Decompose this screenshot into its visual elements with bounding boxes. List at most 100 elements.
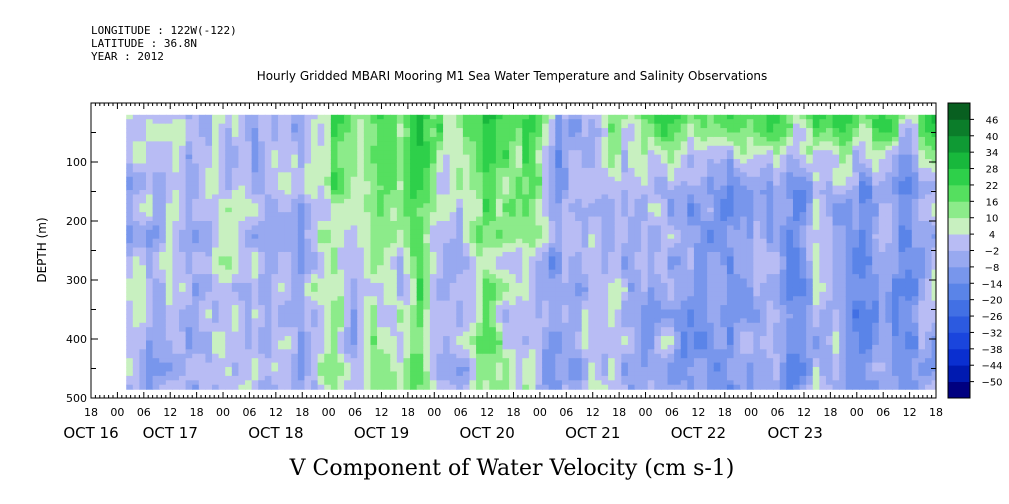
heatmap-cell [258, 207, 266, 213]
heatmap-cell [278, 300, 286, 306]
heatmap-cell [291, 384, 299, 390]
heatmap-cell [443, 380, 451, 386]
heatmap-cell [172, 181, 180, 187]
heatmap-cell [614, 172, 622, 178]
heatmap-cell [165, 159, 174, 165]
heatmap-cell [245, 331, 253, 337]
heatmap-cell [146, 322, 154, 328]
heatmap-cell [370, 185, 378, 191]
heatmap-cell [423, 269, 431, 275]
heatmap-cell [396, 190, 405, 196]
heatmap-cell [185, 154, 193, 160]
heatmap-cell [594, 150, 603, 156]
heatmap-cell [568, 309, 576, 315]
heatmap-cell [139, 265, 147, 271]
heatmap-cell [377, 327, 385, 333]
heatmap-cell [575, 238, 583, 244]
heatmap-cell [185, 132, 193, 138]
heatmap-cell [476, 212, 484, 218]
heatmap-cell [284, 141, 292, 147]
heatmap-cell [502, 207, 510, 213]
heatmap-cell [139, 344, 147, 350]
heatmap-cell [443, 336, 451, 342]
heatmap-cell [383, 265, 391, 271]
heatmap-cell [297, 203, 306, 209]
heatmap-cell [608, 384, 616, 390]
heatmap-cell [522, 225, 530, 231]
heatmap-cell [357, 243, 365, 249]
heatmap-cell [357, 278, 365, 284]
heatmap-cell [410, 221, 418, 227]
heatmap-cell [251, 327, 259, 333]
heatmap-cell [245, 167, 253, 173]
heatmap-cell [489, 287, 497, 293]
heatmap-cell [482, 163, 490, 169]
heatmap-cell [515, 305, 523, 311]
heatmap-cell [456, 344, 464, 350]
heatmap-cell [410, 349, 418, 355]
heatmap-cell [146, 309, 154, 315]
heatmap-cell [304, 154, 312, 160]
heatmap-cell [304, 371, 312, 377]
heatmap-cell [456, 181, 464, 187]
heatmap-cell [350, 349, 358, 355]
heatmap-cell [278, 159, 286, 165]
heatmap-cell [198, 274, 207, 280]
heatmap-cell [225, 225, 233, 231]
heatmap-cell [172, 384, 180, 390]
heatmap-cell [542, 313, 550, 319]
heatmap-cell [594, 132, 603, 138]
heatmap-cell [462, 375, 471, 381]
heatmap-cell [495, 318, 504, 324]
heatmap-cell [317, 362, 325, 368]
heatmap-cell [225, 269, 233, 275]
heatmap-cell [495, 141, 504, 147]
heatmap-cell [344, 247, 352, 253]
heatmap-cell [410, 309, 418, 315]
heatmap-cell [542, 172, 550, 178]
heatmap-cell [575, 269, 583, 275]
heatmap-cell [542, 282, 550, 288]
heatmap-cell [238, 172, 246, 178]
heatmap-cell [291, 358, 299, 364]
heatmap-cell [542, 331, 550, 337]
heatmap-cell [383, 225, 391, 231]
heatmap-cell [304, 375, 312, 381]
heatmap-cell [311, 331, 319, 337]
heatmap-cell [509, 194, 517, 200]
heatmap-cell [238, 229, 246, 235]
heatmap-cell [205, 114, 213, 120]
heatmap-cell [370, 207, 378, 213]
heatmap-cell [509, 344, 517, 350]
heatmap-cell [462, 141, 471, 147]
heatmap-cell [132, 375, 141, 381]
heatmap-cell [575, 221, 583, 227]
heatmap-cell [482, 296, 490, 302]
heatmap-cell [482, 269, 490, 275]
heatmap-cell [502, 123, 510, 129]
heatmap-cell [608, 141, 616, 147]
heatmap-cell [634, 238, 642, 244]
heatmap-cell [581, 163, 589, 169]
heatmap-cell [205, 256, 213, 262]
heatmap-cell [542, 119, 550, 125]
heatmap-cell [608, 234, 616, 240]
heatmap-cell [165, 371, 174, 377]
heatmap-cell [601, 313, 609, 319]
heatmap-cell [568, 380, 576, 386]
heatmap-cell [449, 159, 457, 165]
heatmap-cell [429, 238, 438, 244]
heatmap-cell [251, 375, 259, 381]
heatmap-cell [594, 123, 603, 129]
heatmap-cell [258, 260, 266, 266]
heatmap-cell [317, 291, 325, 297]
heatmap-cell [212, 163, 220, 169]
heatmap-cell [575, 119, 583, 125]
heatmap-cell [482, 251, 490, 257]
heatmap-cell [581, 327, 589, 333]
heatmap-cell [647, 185, 655, 191]
heatmap-cell [561, 185, 570, 191]
heatmap-cell [429, 247, 438, 253]
heatmap-cell [179, 114, 187, 120]
heatmap-cell [205, 207, 213, 213]
